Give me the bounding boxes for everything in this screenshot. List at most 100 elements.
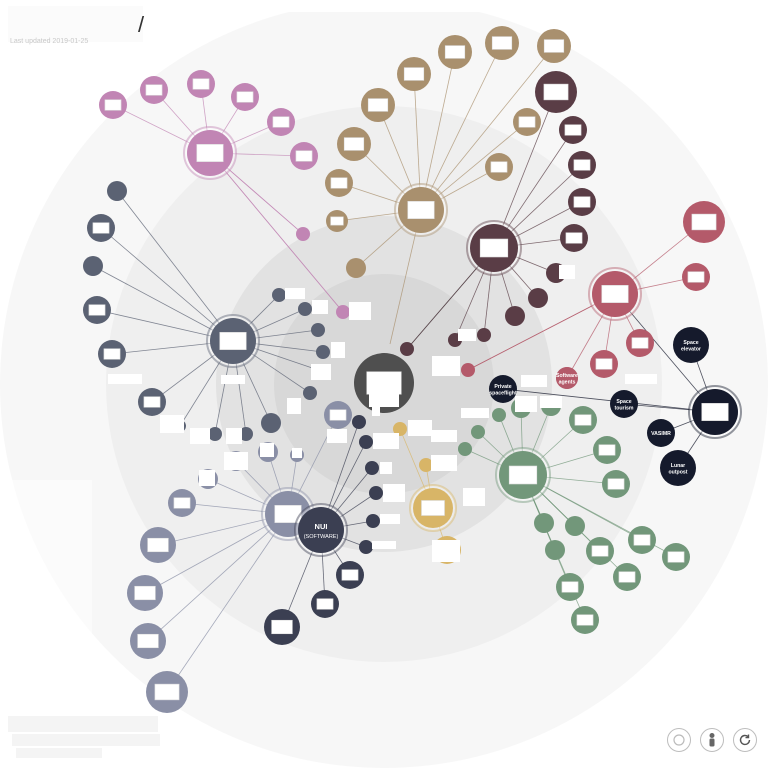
node-94[interactable] [394,183,448,237]
node-circle[interactable] [296,227,310,241]
node-83[interactable] [613,563,641,591]
node-label-box[interactable] [154,683,180,701]
node-circle[interactable] [393,422,407,436]
node-86[interactable] [683,201,725,243]
node-11[interactable] [485,26,519,60]
node-label-box[interactable] [595,358,613,370]
node-circle[interactable] [492,408,506,422]
node-103[interactable]: Space elevator [673,327,709,363]
node-9[interactable] [397,57,431,91]
node-circle[interactable] [471,425,485,439]
node-label-box[interactable] [667,551,685,563]
node-circle[interactable] [458,442,472,456]
node-60[interactable] [359,540,373,554]
node-41[interactable] [272,288,286,302]
node-circle[interactable] [610,390,638,418]
node-circle[interactable] [545,540,565,560]
node-57[interactable] [264,609,300,645]
node-label-box[interactable] [561,581,579,593]
node-105[interactable]: Space tourism [610,390,638,418]
node-79[interactable] [545,540,565,560]
node-50[interactable] [130,623,166,659]
node-label-box[interactable] [272,116,290,128]
node-circle[interactable] [298,507,344,553]
node-label-box[interactable] [104,99,122,111]
node-label-box[interactable] [329,409,347,421]
node-40[interactable] [261,413,281,433]
node-59[interactable] [336,561,364,589]
node-87[interactable] [682,263,710,291]
node-31[interactable] [107,181,127,201]
node-label-box[interactable] [633,534,651,546]
node-label-box[interactable] [607,478,625,490]
node-label-box[interactable] [295,150,313,162]
node-label-box[interactable] [598,444,616,456]
node-108[interactable]: Software agents [556,367,578,389]
node-30[interactable] [400,342,414,356]
node-78[interactable] [565,516,585,536]
nodes-layer[interactable]: Space elevator Private spaceflight Space tour… [83,26,742,713]
node-104[interactable]: Private spaceflight [489,375,517,403]
node-46[interactable] [303,386,317,400]
node-label-box[interactable] [479,238,509,258]
node-68[interactable] [419,458,433,472]
reset-view-button[interactable] [667,728,691,752]
node-14[interactable] [337,127,371,161]
node-35[interactable] [98,340,126,368]
node-label-box[interactable] [403,67,425,81]
node-81[interactable] [628,526,656,554]
node-71[interactable] [492,408,506,422]
node-circle[interactable] [83,256,103,276]
node-10[interactable] [438,35,472,69]
node-69[interactable] [458,442,472,456]
node-circle[interactable] [352,415,366,429]
node-label-box[interactable] [543,39,565,53]
node-91[interactable] [461,363,475,377]
node-85[interactable] [571,606,599,634]
node-circle[interactable] [272,288,286,302]
node-75[interactable] [593,436,621,464]
node-22[interactable] [568,151,596,179]
node-label-box[interactable] [631,337,649,349]
node-label-box[interactable] [145,84,163,96]
node-label-box[interactable] [173,497,191,509]
node-circle[interactable] [346,258,366,278]
node-107[interactable]: Lunar outpost [660,450,696,486]
node-label-box[interactable] [192,78,210,90]
node-62[interactable] [369,486,383,500]
node-label-box[interactable] [573,159,591,171]
node-2[interactable] [140,76,168,104]
node-circle[interactable] [673,327,709,363]
node-15[interactable] [325,169,353,197]
node-circle[interactable] [107,181,127,201]
node-label-box[interactable] [92,222,110,234]
node-20[interactable] [535,71,577,113]
node-1[interactable] [99,91,127,119]
node-42[interactable] [298,302,312,316]
node-label-box[interactable] [543,83,569,101]
node-circle[interactable] [366,514,380,528]
node-label-box[interactable] [274,505,302,523]
node-32[interactable] [87,214,115,242]
node-label-box[interactable] [316,598,334,610]
node-58[interactable] [311,590,339,618]
node-circle[interactable] [359,435,373,449]
node-label-box[interactable] [701,403,729,421]
node-label-box[interactable] [103,348,121,360]
refresh-button[interactable] [733,728,757,752]
node-circle[interactable] [208,427,222,441]
node-label-box[interactable] [490,161,508,173]
node-43[interactable] [311,323,325,337]
node-77[interactable] [534,513,554,533]
node-circle[interactable] [316,345,330,359]
node-circle[interactable] [461,363,475,377]
node-21[interactable] [559,116,587,144]
node-56[interactable] [324,401,352,429]
node-circle[interactable] [336,305,350,319]
node-76[interactable] [602,470,630,498]
node-label-box[interactable] [618,571,636,583]
node-26[interactable] [528,288,548,308]
node-label-box[interactable] [691,213,717,231]
node-28[interactable] [477,328,491,342]
node-49[interactable] [127,575,163,611]
